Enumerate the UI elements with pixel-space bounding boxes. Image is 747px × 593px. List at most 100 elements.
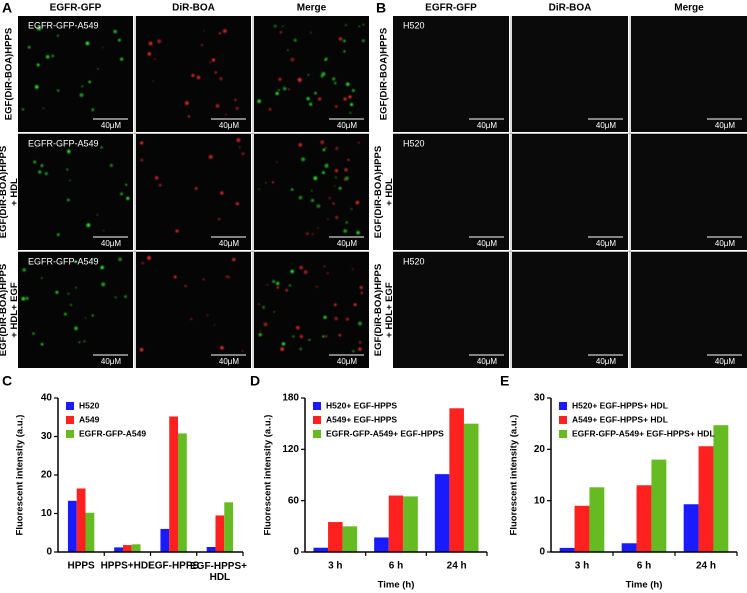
fluorescence — [303, 270, 308, 275]
column-header: DiR-BOA — [549, 3, 592, 14]
row-label-line: + HDL — [9, 178, 20, 206]
fluorescence — [74, 326, 78, 331]
fluorescence — [326, 272, 329, 275]
micrograph — [18, 16, 133, 132]
fluorescence — [333, 303, 337, 307]
micrograph — [393, 134, 509, 250]
micrograph — [254, 252, 369, 368]
fluorescence — [349, 111, 352, 114]
fluorescence — [66, 168, 69, 171]
scale-label: 40μM — [477, 239, 498, 248]
fluorescence — [235, 106, 239, 110]
bar — [160, 528, 170, 552]
y-axis-label: Fluorescent intensity (a.u.) — [263, 415, 274, 536]
fluorescence — [38, 170, 42, 174]
fluorescence — [109, 163, 113, 167]
fluorescence — [117, 38, 121, 42]
y-axis-label: Fluorescent intensity (a.u.) — [509, 415, 520, 536]
fluorescence — [338, 37, 343, 41]
fluorescence — [241, 350, 244, 352]
fluorescence — [91, 314, 94, 317]
fluorescence — [313, 176, 318, 181]
row-label-line: + HDL+ EGF — [9, 282, 20, 338]
fluorescence — [285, 288, 289, 292]
scale-label: 40μM — [219, 357, 240, 366]
fluorescence — [32, 332, 35, 335]
fluorescence — [290, 57, 295, 62]
legend-label: H520+ EGF-HPPS — [326, 400, 397, 410]
row-label: EGF(DiR-BOA)HPPS — [4, 28, 15, 120]
fluorescence — [309, 102, 313, 106]
scale-label: 40μM — [337, 239, 358, 248]
row-label: EGF(DiR-BOA)HPPS + HDL+ EGF — [0, 264, 20, 356]
bar — [403, 496, 418, 552]
fluorescence — [154, 176, 159, 180]
fluorescence — [343, 39, 346, 43]
bar — [463, 423, 479, 552]
fluorescence — [345, 24, 347, 27]
legend-swatch — [559, 402, 567, 410]
fluorescence — [217, 217, 221, 221]
fluorescence — [343, 50, 346, 53]
bar — [85, 512, 95, 552]
fluorescence — [141, 261, 144, 265]
fluorescence — [334, 169, 339, 173]
fluorescence — [220, 345, 224, 350]
fluorescence — [27, 45, 31, 49]
fluorescence — [350, 102, 354, 107]
fluorescence — [352, 350, 355, 353]
row-label-line: EGF(DiR-BOA)HPPS — [379, 28, 390, 120]
scale-label: 40μM — [477, 121, 498, 130]
fluorescence — [148, 41, 153, 46]
fluorescence — [358, 321, 362, 326]
scale-label: 40μM — [596, 121, 617, 130]
fluorescence — [196, 75, 201, 80]
cell-label: EGFR-GFP-A549 — [28, 138, 99, 148]
fluorescence — [51, 54, 54, 58]
fluorescence — [276, 286, 280, 289]
fluorescence — [324, 164, 329, 168]
bar — [698, 446, 714, 552]
bar — [388, 495, 404, 552]
fluorescence — [118, 257, 122, 262]
legend-swatch — [313, 416, 321, 424]
fluorescence — [124, 295, 127, 298]
fluorescence — [358, 341, 362, 344]
fluorescence — [299, 334, 304, 339]
fluorescence — [55, 290, 59, 294]
fluorescence — [190, 318, 193, 320]
fluorescence — [45, 55, 50, 59]
fluorescence — [69, 303, 73, 307]
fluorescence — [345, 317, 349, 321]
bar — [434, 474, 450, 552]
x-tick-label: 6 h — [389, 561, 403, 572]
scale-label: 40μM — [337, 357, 358, 366]
bar — [67, 500, 77, 552]
fluorescence — [272, 279, 276, 284]
fluorescence — [348, 95, 352, 99]
fluorescence — [152, 80, 154, 82]
fluorescence — [33, 160, 37, 164]
y-tick-label: 0 — [539, 547, 545, 558]
legend-label: EGFR-GFP-A549+ EGF-HPPS+ HDL — [572, 428, 715, 438]
scale-label: 40μM — [101, 239, 122, 248]
legend-swatch — [559, 416, 567, 424]
fluorescence — [343, 178, 347, 181]
legend-swatch — [313, 402, 321, 410]
fluorescence — [235, 202, 239, 206]
fluorescence — [22, 108, 25, 111]
fluorescence — [273, 24, 277, 28]
scale-label: 40μM — [715, 121, 736, 130]
fluorescence — [263, 322, 268, 327]
fluorescence — [316, 204, 321, 208]
column-header: EGFR-GFP — [50, 3, 102, 14]
fluorescence — [359, 286, 363, 290]
fluorescence — [79, 93, 84, 97]
fluorescence — [335, 215, 339, 220]
fluorescence — [86, 223, 91, 228]
y-tick-label: 20 — [534, 444, 546, 455]
fluorescence — [225, 275, 228, 278]
fluorescence — [201, 44, 203, 47]
fluorescence — [352, 268, 354, 270]
legend-label: A549+ EGF-HPPS+ HDL — [572, 414, 668, 424]
